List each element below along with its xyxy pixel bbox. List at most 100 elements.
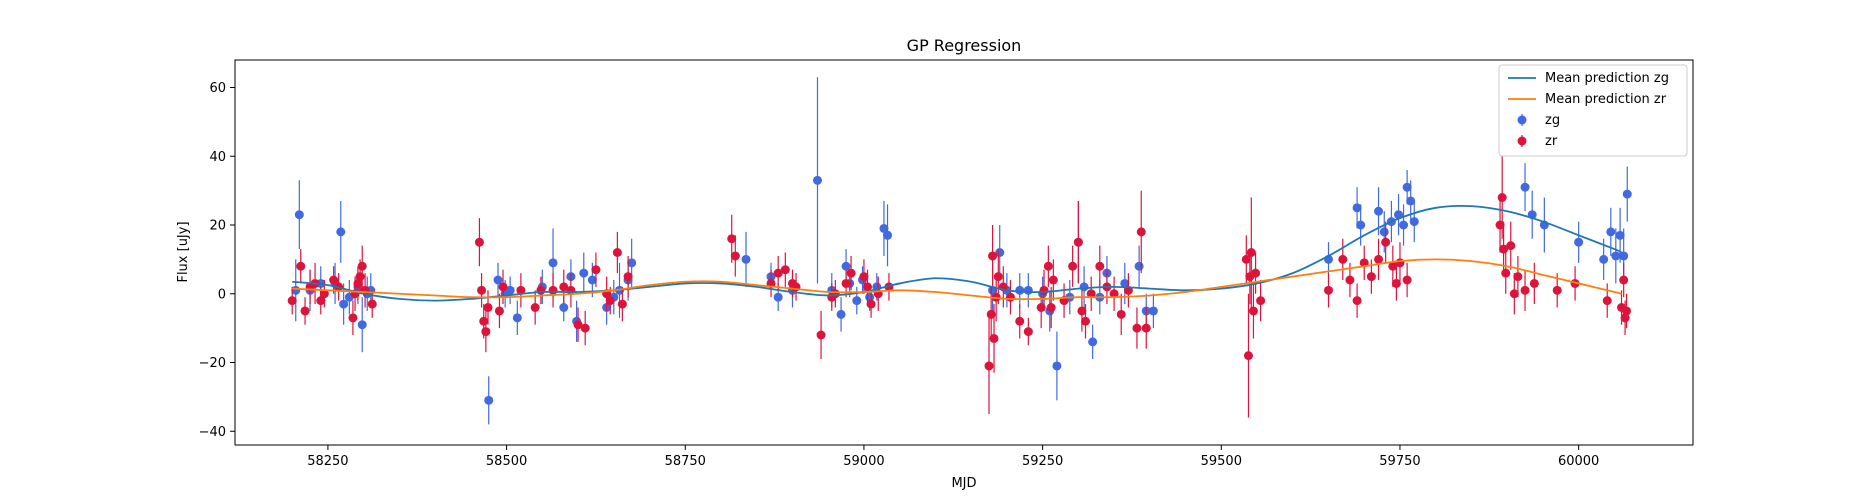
data-point-zr <box>573 320 583 330</box>
data-point-zr <box>477 285 487 295</box>
data-point-zg <box>1619 251 1629 261</box>
data-point-zg <box>773 292 783 302</box>
x-tick-label: 60000 <box>1558 454 1599 469</box>
data-point-zr <box>296 261 306 271</box>
data-point-zg <box>1088 337 1098 347</box>
data-point-zg <box>512 313 522 323</box>
data-point-zr <box>780 265 790 275</box>
data-point-zr <box>1345 275 1355 285</box>
chart-title: GP Regression <box>907 36 1022 55</box>
data-point-zr <box>1529 278 1539 288</box>
data-point-zr <box>1141 323 1151 333</box>
data-point-zr <box>988 251 998 261</box>
data-point-zg <box>1379 227 1389 237</box>
data-point-zr <box>1081 316 1090 326</box>
data-point-zg <box>879 223 889 233</box>
data-point-zg <box>1352 203 1362 213</box>
data-point-zr <box>986 309 996 319</box>
data-point-zr <box>730 251 740 261</box>
data-point-zr <box>1381 237 1391 247</box>
data-point-zg <box>1615 230 1625 240</box>
data-point-zg <box>357 320 367 330</box>
y-axis-label: Flux [uJy] <box>176 221 191 282</box>
data-point-zg <box>548 258 558 268</box>
data-point-zr <box>1132 323 1142 333</box>
legend-marker-zr-icon <box>1517 135 1527 147</box>
series-zr <box>287 156 1632 418</box>
data-point-zr <box>1243 351 1253 361</box>
data-point-zr <box>1086 289 1096 299</box>
data-point-zr <box>1023 327 1033 337</box>
mean-prediction-lines <box>292 204 1622 302</box>
data-point-zr <box>1109 289 1119 299</box>
data-point-zg <box>294 210 304 220</box>
data-point-zg <box>505 285 515 295</box>
plot-frame <box>234 59 1694 446</box>
data-point-zg <box>339 299 349 309</box>
data-point-zr <box>287 296 297 306</box>
legend-label-zg-mean: Mean prediction zg <box>1545 71 1669 86</box>
data-point-zg <box>741 254 751 264</box>
data-point-zr <box>1506 241 1516 251</box>
data-point-zg <box>1622 189 1632 199</box>
x-tick-label: 59750 <box>1379 454 1420 469</box>
data-point-zg <box>1606 227 1616 237</box>
data-point-zr <box>1499 244 1509 254</box>
data-point-zr <box>1048 275 1058 285</box>
data-point-zr <box>846 268 856 278</box>
data-point-zr <box>479 316 489 326</box>
x-axis-ticks: 58250 58500 58750 59000 59250 59500 59750 60000 <box>307 445 1599 469</box>
data-point-zr <box>1036 303 1046 312</box>
legend-marker-zg-icon <box>1517 114 1527 126</box>
data-point-zr <box>1068 261 1078 271</box>
y-tick-label: 40 <box>209 150 226 165</box>
plot-area-background <box>235 60 1693 445</box>
y-tick-label: −20 <box>199 356 226 371</box>
data-point-zr <box>300 306 310 316</box>
data-point-zr <box>1501 268 1511 278</box>
data-point-zr <box>727 234 737 244</box>
data-point-zg <box>484 395 494 405</box>
data-point-zr <box>984 361 994 371</box>
data-point-zr <box>623 272 633 282</box>
data-point-zr <box>993 272 1003 282</box>
data-point-zr <box>483 303 493 312</box>
data-point-zr <box>863 282 873 292</box>
data-point-zr <box>1043 261 1053 271</box>
data-point-zg <box>1148 306 1158 316</box>
data-point-zr <box>481 327 491 337</box>
data-point-zg <box>559 303 569 312</box>
data-point-zg <box>1374 206 1384 216</box>
data-point-zg <box>336 227 346 237</box>
legend-label-zr-mean: Mean prediction zr <box>1545 92 1667 107</box>
legend-label-zr: zr <box>1545 134 1558 149</box>
data-point-zr <box>1046 303 1056 312</box>
y-tick-label: 60 <box>209 81 226 96</box>
data-point-zr <box>559 282 569 292</box>
x-tick-label: 58750 <box>665 454 706 469</box>
legend-box <box>1498 64 1688 157</box>
data-point-zr <box>1256 296 1266 306</box>
x-tick-label: 58250 <box>307 454 348 469</box>
data-point-zg <box>1574 237 1584 247</box>
data-point-zg <box>1406 196 1416 206</box>
y-tick-label: 20 <box>209 219 226 234</box>
data-point-zr <box>1073 237 1083 247</box>
y-tick-label: 0 <box>218 287 226 302</box>
data-point-zr <box>536 285 546 295</box>
data-point-zr <box>1391 278 1401 288</box>
data-point-zg <box>1599 254 1609 264</box>
data-point-zr <box>1622 306 1632 316</box>
data-point-zr <box>830 289 840 299</box>
data-point-zg <box>852 296 862 306</box>
data-point-zr <box>1338 254 1348 264</box>
data-point-zr <box>1520 285 1530 295</box>
data-point-zg <box>1079 282 1089 292</box>
data-point-zr <box>1248 306 1258 316</box>
data-point-zr <box>1251 268 1261 278</box>
data-point-zr <box>1402 275 1412 285</box>
series-layer <box>287 77 1632 425</box>
data-point-zr <box>1241 254 1251 264</box>
data-point-zr <box>1015 316 1025 326</box>
